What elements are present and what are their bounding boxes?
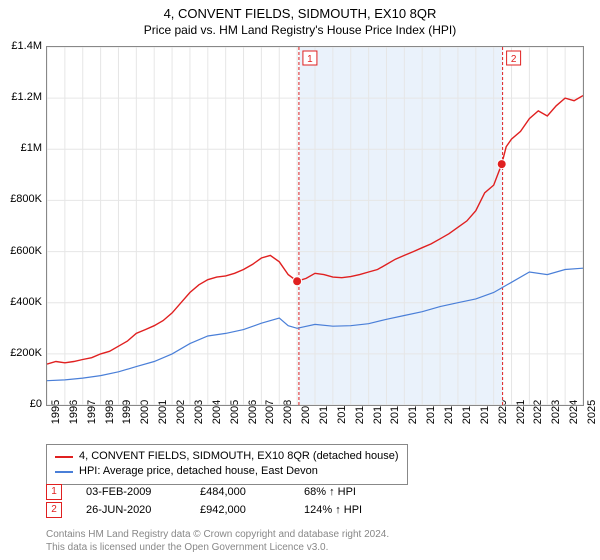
transaction-price: £942,000: [200, 504, 280, 516]
footer-line-1: Contains HM Land Registry data © Crown c…: [46, 528, 389, 541]
footer-line-2: This data is licensed under the Open Gov…: [46, 541, 389, 554]
transactions-table: 1 03-FEB-2009 £484,000 68% ↑ HPI 2 26-JUN-202…: [46, 484, 362, 520]
chart-subtitle: Price paid vs. HM Land Registry's House …: [0, 21, 600, 37]
plot-svg: 12: [47, 47, 583, 405]
plot-area: 12: [46, 46, 584, 406]
y-tick-label: £0: [30, 398, 42, 410]
x-tick-label: 2025: [586, 400, 598, 424]
legend-item: HPI: Average price, detached house, East…: [55, 464, 399, 479]
y-tick-label: £200K: [10, 347, 42, 359]
transaction-price: £484,000: [200, 486, 280, 498]
transaction-row: 1 03-FEB-2009 £484,000 68% ↑ HPI: [46, 484, 362, 500]
y-tick-label: £1M: [21, 142, 42, 154]
transaction-pct: 124% ↑ HPI: [304, 504, 362, 516]
y-tick-label: £400K: [10, 296, 42, 308]
legend-swatch: [55, 471, 73, 473]
svg-text:2: 2: [511, 54, 517, 65]
legend: 4, CONVENT FIELDS, SIDMOUTH, EX10 8QR (d…: [46, 444, 408, 485]
legend-item: 4, CONVENT FIELDS, SIDMOUTH, EX10 8QR (d…: [55, 449, 399, 464]
chart-title: 4, CONVENT FIELDS, SIDMOUTH, EX10 8QR: [0, 0, 600, 21]
legend-label: 4, CONVENT FIELDS, SIDMOUTH, EX10 8QR (d…: [79, 449, 399, 464]
transaction-date: 26-JUN-2020: [86, 504, 176, 516]
transaction-marker: 2: [46, 502, 62, 518]
transaction-date: 03-FEB-2009: [86, 486, 176, 498]
y-tick-label: £1.4M: [11, 40, 42, 52]
legend-label: HPI: Average price, detached house, East…: [79, 464, 318, 479]
y-tick-label: £1.2M: [11, 91, 42, 103]
legend-swatch: [55, 456, 73, 458]
svg-text:1: 1: [307, 54, 313, 65]
footer-attribution: Contains HM Land Registry data © Crown c…: [46, 528, 389, 554]
y-tick-label: £800K: [10, 193, 42, 205]
chart-container: 4, CONVENT FIELDS, SIDMOUTH, EX10 8QR Pr…: [0, 0, 600, 560]
transaction-pct: 68% ↑ HPI: [304, 486, 356, 498]
transaction-marker: 1: [46, 484, 62, 500]
y-tick-label: £600K: [10, 245, 42, 257]
transaction-row: 2 26-JUN-2020 £942,000 124% ↑ HPI: [46, 502, 362, 518]
